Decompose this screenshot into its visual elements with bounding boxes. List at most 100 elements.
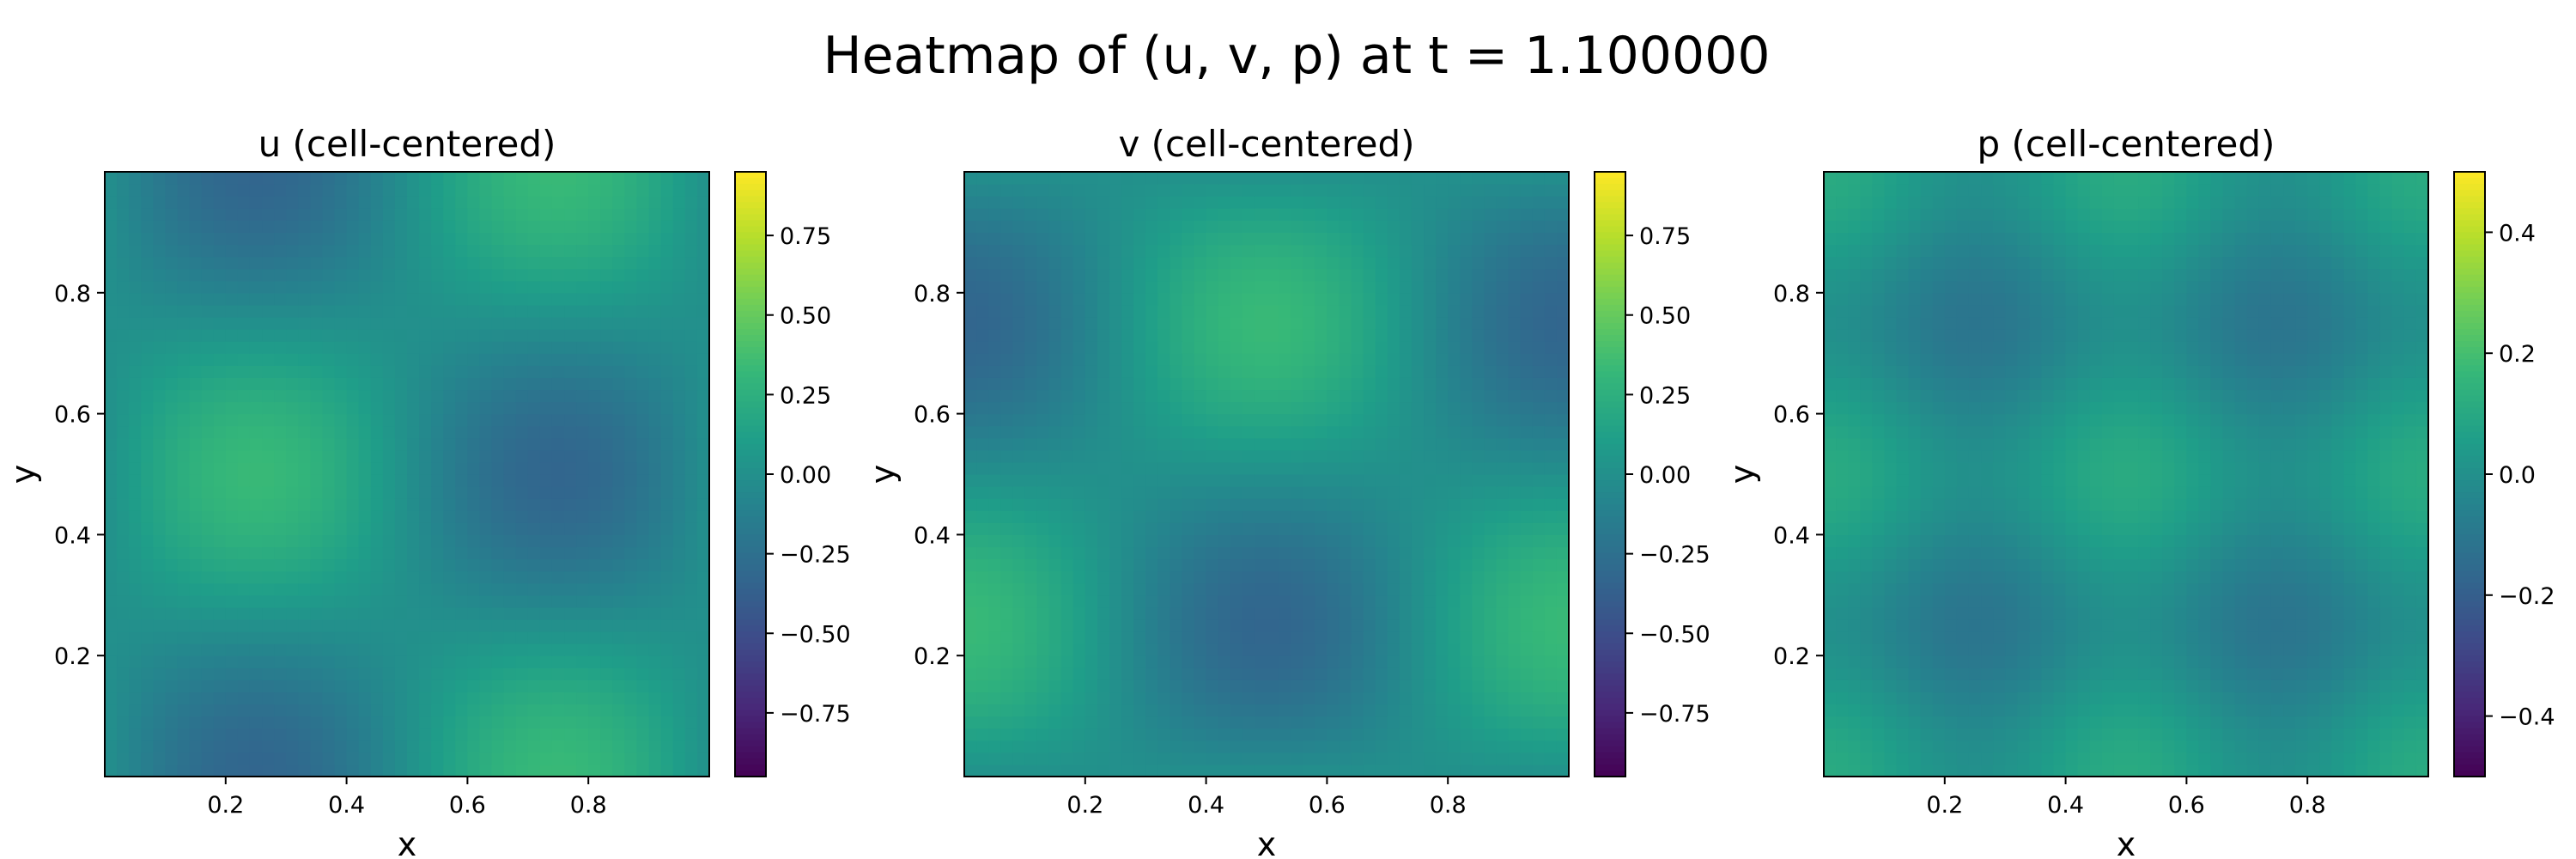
- heatmap-cell: [1145, 764, 1158, 777]
- heatmap-cell: [576, 389, 589, 403]
- heatmap-cell: [153, 304, 166, 318]
- heatmap-cell: [286, 474, 299, 487]
- heatmap-cell: [1036, 740, 1050, 753]
- heatmap-cell: [370, 172, 384, 185]
- heatmap-cell: [1060, 437, 1074, 451]
- heatmap-cell: [964, 389, 977, 403]
- heatmap-cell: [1315, 401, 1327, 415]
- heatmap-cell: [479, 365, 493, 378]
- heatmap-cell: [213, 691, 227, 705]
- heatmap-cell: [527, 643, 541, 656]
- heatmap-cell: [394, 486, 408, 499]
- heatmap-cell: [286, 764, 299, 777]
- heatmap-cell: [1508, 643, 1522, 656]
- heatmap-cell: [1036, 232, 1050, 246]
- heatmap-cell: [1508, 534, 1522, 548]
- heatmap-cell: [1375, 594, 1388, 608]
- heatmap-cell: [1544, 486, 1558, 499]
- heatmap-cell: [1072, 618, 1086, 632]
- heatmap-cell: [443, 280, 456, 294]
- heatmap-cell: [1460, 498, 1473, 511]
- heatmap-cell: [189, 389, 203, 403]
- heatmap-cell: [129, 244, 142, 258]
- heatmap-cell: [467, 377, 481, 391]
- heatmap-cell: [455, 534, 468, 548]
- heatmap-cell: [1000, 280, 1013, 294]
- heatmap-cell: [539, 413, 553, 427]
- heatmap-cell: [1072, 534, 1086, 548]
- heatmap-cell: [976, 329, 989, 342]
- heatmap-cell: [431, 377, 444, 391]
- heatmap-cell: [988, 196, 1001, 209]
- heatmap-cell: [1424, 558, 1437, 572]
- heatmap-cell: [394, 679, 408, 693]
- heatmap-cell: [370, 667, 384, 680]
- heatmap-cell: [1121, 764, 1134, 777]
- heatmap-cell: [479, 208, 493, 221]
- heatmap-cell: [684, 631, 698, 644]
- heatmap-cell: [1399, 510, 1413, 523]
- heatmap-cell: [491, 474, 505, 487]
- heatmap-cell: [165, 546, 179, 560]
- heatmap-cell: [334, 401, 348, 415]
- heatmap-cell: [1303, 643, 1315, 656]
- heatmap-cell: [624, 220, 638, 233]
- heatmap-cell: [1411, 534, 1425, 548]
- heatmap-cell: [1267, 244, 1279, 258]
- heatmap-cell: [431, 716, 444, 729]
- heatmap-cell: [1254, 570, 1267, 584]
- heatmap-cell: [1097, 486, 1110, 499]
- heatmap-cell: [1121, 522, 1134, 535]
- heatmap-cell: [1060, 280, 1074, 294]
- heatmap-cell: [189, 558, 203, 572]
- heatmap-cell: [1230, 389, 1243, 403]
- heatmap-cell: [1496, 425, 1510, 439]
- heatmap-cell: [370, 704, 384, 717]
- heatmap-cell: [141, 353, 154, 366]
- heatmap-cell: [1000, 413, 1013, 427]
- heatmap-cell: [370, 534, 384, 548]
- colorbar-segment: [735, 685, 766, 693]
- heatmap-cell: [1544, 764, 1558, 777]
- heatmap-cell: [225, 486, 239, 499]
- heatmap-cell: [1230, 740, 1243, 753]
- heatmap-cell: [1448, 752, 1461, 765]
- heatmap-cell: [153, 679, 166, 693]
- heatmap-cell: [1242, 679, 1255, 693]
- heatmap-cell: [1084, 679, 1098, 693]
- heatmap-cell: [286, 522, 299, 535]
- heatmap-cell: [141, 728, 154, 741]
- heatmap-cell: [1436, 752, 1449, 765]
- heatmap-cell: [1496, 498, 1510, 511]
- heatmap-cell: [1145, 232, 1158, 246]
- heatmap-cell: [672, 389, 686, 403]
- heatmap-cell: [1012, 329, 1025, 342]
- heatmap-cell: [141, 316, 154, 330]
- heatmap-cell: [1436, 618, 1449, 632]
- heatmap-cell: [141, 740, 154, 753]
- heatmap-cell: [153, 232, 166, 246]
- heatmap-cell: [1363, 498, 1376, 511]
- heatmap-cell: [1363, 679, 1376, 693]
- heatmap-cell: [1097, 752, 1110, 765]
- heatmap-cell: [419, 740, 432, 753]
- heatmap-cell: [1121, 256, 1134, 270]
- heatmap-cell: [515, 606, 529, 620]
- heatmap-cell: [249, 728, 263, 741]
- heatmap-cell: [636, 220, 650, 233]
- heatmap-cell: [503, 389, 517, 403]
- heatmap-cell: [1544, 341, 1558, 354]
- heatmap-cell: [443, 764, 456, 777]
- heatmap-cell: [117, 498, 130, 511]
- colorbar-segment: [735, 722, 766, 729]
- heatmap-cell: [1060, 716, 1074, 729]
- heatmap-cell: [1424, 704, 1437, 717]
- colorbar-segment: [735, 691, 766, 699]
- heatmap-cell: [588, 425, 601, 439]
- heatmap-cell: [237, 304, 251, 318]
- heatmap-cell: [189, 353, 203, 366]
- heatmap-cell: [346, 377, 360, 391]
- heatmap-cell: [1206, 582, 1219, 596]
- heatmap-cell: [201, 740, 215, 753]
- heatmap-cell: [1048, 655, 1062, 668]
